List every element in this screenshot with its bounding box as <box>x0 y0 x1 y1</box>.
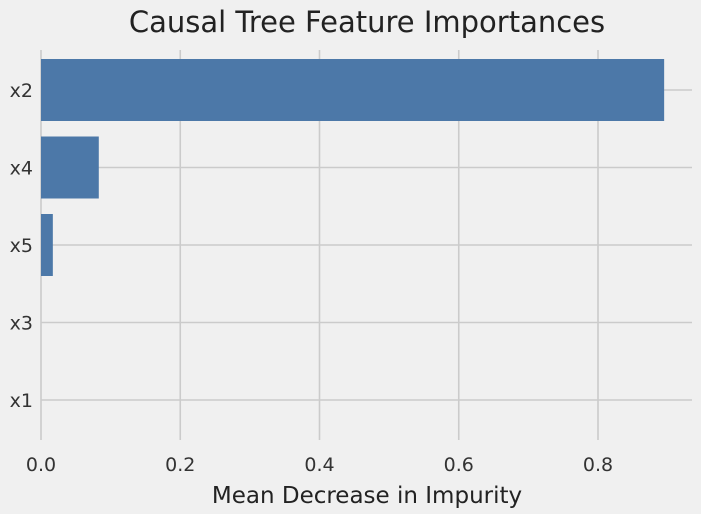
y-tick-label-x5: x5 <box>10 235 33 257</box>
x-tick-label: 0.4 <box>304 454 334 476</box>
bar-x2 <box>41 59 665 121</box>
y-tick-label-x4: x4 <box>10 158 33 180</box>
y-tick-labels: x2 x4 x5 x3 x1 <box>10 80 33 412</box>
bars <box>41 59 665 276</box>
x-tick-labels: 0.0 0.2 0.4 0.6 0.8 <box>26 454 613 476</box>
y-tick-label-x1: x1 <box>10 390 33 412</box>
y-tick-label-x2: x2 <box>10 80 33 102</box>
x-tick-label: 0.6 <box>444 454 474 476</box>
y-tick-label-x3: x3 <box>10 313 33 335</box>
x-tick-label: 0.8 <box>583 454 613 476</box>
x-tick-label: 0.0 <box>26 454 56 476</box>
chart-title: Causal Tree Feature Importances <box>129 5 605 39</box>
bar-x4 <box>41 136 99 199</box>
bar-x5 <box>41 214 53 276</box>
x-axis-label: Mean Decrease in Impurity <box>212 483 522 509</box>
x-tick-label: 0.2 <box>165 454 195 476</box>
